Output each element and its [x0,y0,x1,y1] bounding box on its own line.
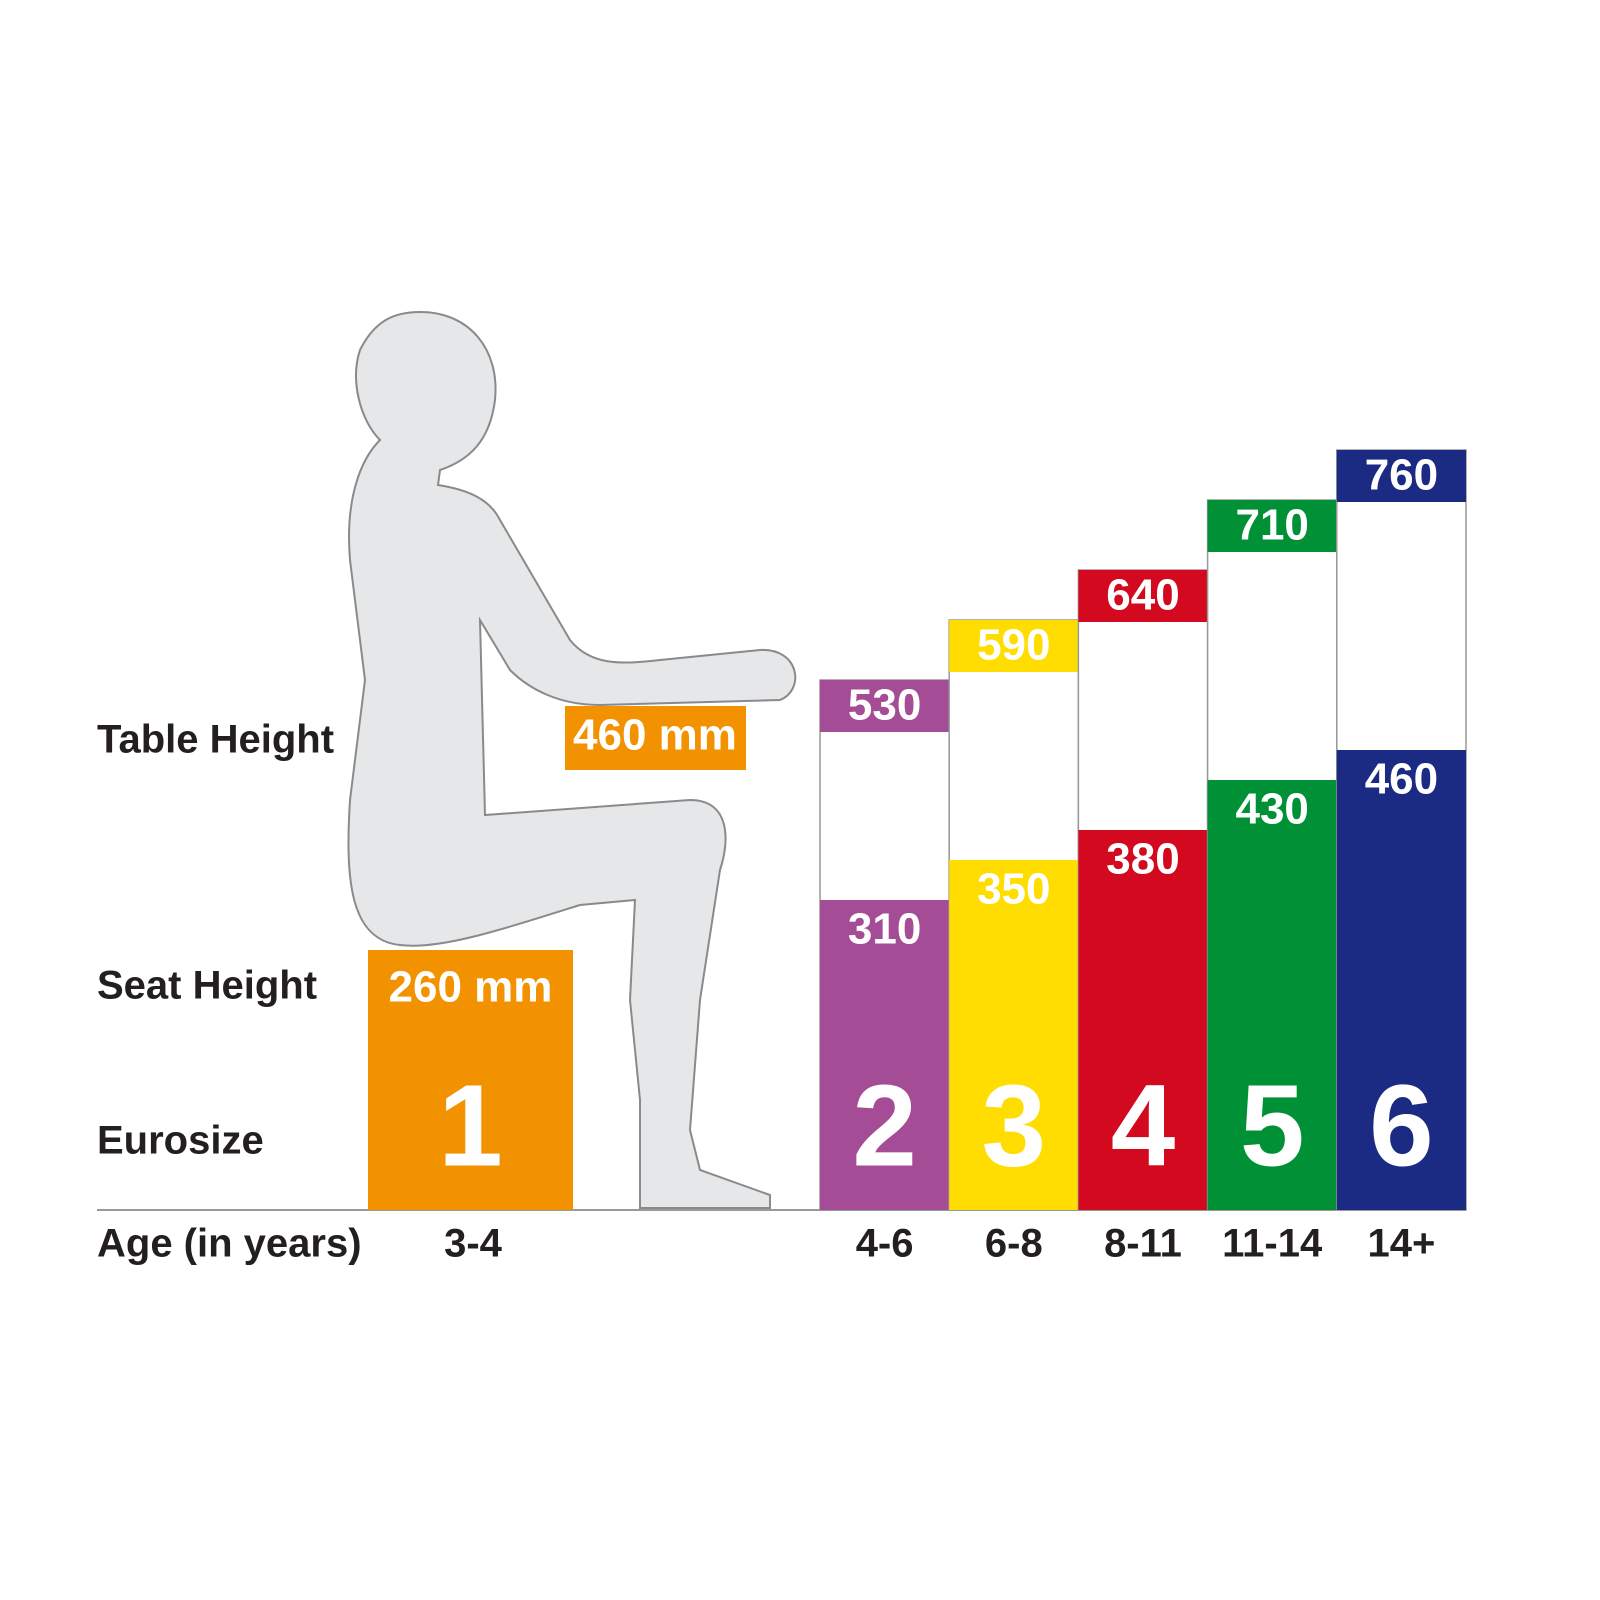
table-cap [1336,450,1466,502]
row-label: Eurosize [97,1119,264,1163]
age-label: 8-11 [1104,1222,1182,1266]
seated-figure [347,310,797,1209]
age-label: 11-14 [1222,1222,1323,1266]
size-label: 6 [1369,1061,1434,1191]
size-label: 1 [438,1061,503,1191]
value-label: 350 [977,865,1050,914]
value-label: 260 mm [389,963,553,1012]
size-label: 3 [982,1061,1047,1191]
value-label: 430 [1235,785,1308,834]
age-label: 14+ [1367,1222,1435,1266]
value-label: 640 [1106,571,1179,620]
table-cap [1078,570,1208,622]
row-label: Seat Height [97,964,317,1008]
value-label: 530 [848,681,921,730]
value-label: 460 [1365,755,1438,804]
age-label: 3-4 [444,1222,503,1266]
table-label-box [565,706,746,770]
value-label: 590 [977,621,1050,670]
size-label: 5 [1240,1061,1305,1191]
row-label: Table Height [97,718,334,762]
table-cap [949,620,1079,672]
size-label: 4 [1111,1061,1176,1191]
size-label: 2 [852,1061,917,1191]
seat-bar [949,860,1079,1210]
row-label: Age (in years) [97,1222,362,1266]
seat-bar [820,900,950,1210]
value-label: 380 [1106,835,1179,884]
value-label: 710 [1235,501,1308,550]
seat-bar [1078,830,1208,1210]
value-label: 460 mm [573,711,737,760]
age-label: 6-8 [985,1222,1043,1266]
table-cap [1207,500,1337,552]
seat-bar [1336,750,1466,1210]
value-label: 760 [1365,451,1438,500]
table-cap [820,680,950,732]
seat-bar [1207,780,1337,1210]
age-label: 4-6 [856,1222,914,1266]
seat-bar [368,950,573,1210]
value-label: 310 [848,905,921,954]
